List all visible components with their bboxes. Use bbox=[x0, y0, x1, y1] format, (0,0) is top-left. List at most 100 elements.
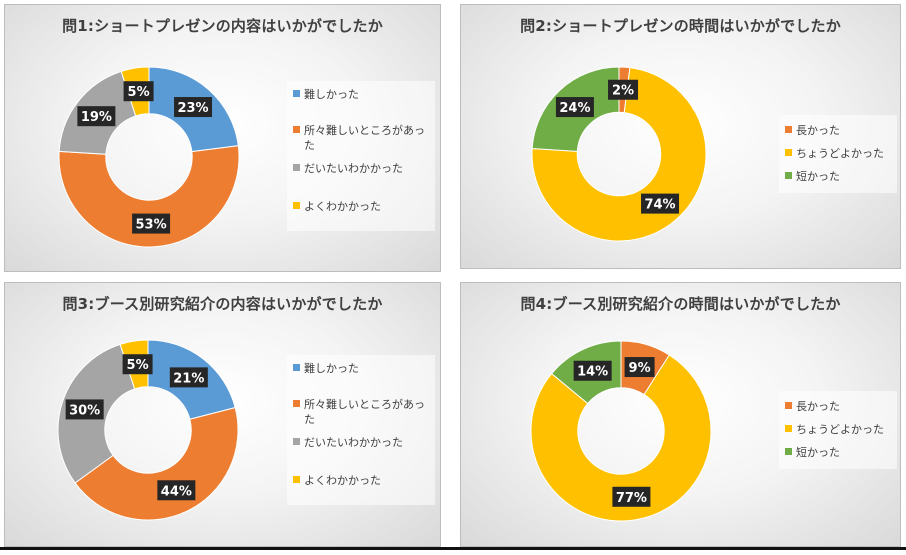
legend-label: 難しかった bbox=[304, 88, 359, 101]
data-label: 44% bbox=[157, 480, 196, 501]
legend-item: よくわかかった bbox=[293, 199, 433, 214]
data-label-text: 5% bbox=[127, 358, 149, 373]
chart-title: 問4:ブース別研究紹介の時間はいかがでしたか bbox=[520, 295, 841, 313]
legend-item: 短かった bbox=[785, 169, 895, 184]
legend-label: 長かった bbox=[796, 124, 840, 137]
data-label-text: 14% bbox=[577, 365, 608, 380]
bottom-divider bbox=[0, 547, 906, 550]
chart-legend: 難しかった 所々難しいところがあった だいたいわかかった よくわかかった bbox=[287, 355, 435, 505]
data-label-text: 53% bbox=[136, 218, 167, 233]
data-label: 9% bbox=[624, 357, 655, 378]
legend-swatch bbox=[785, 149, 792, 156]
data-label-box bbox=[608, 79, 639, 100]
data-label-box bbox=[132, 213, 171, 234]
legend-swatch bbox=[293, 476, 300, 483]
legend-item: だいたいわかかった bbox=[293, 161, 433, 176]
legend-label: 長かった bbox=[796, 400, 840, 413]
legend-swatch bbox=[293, 126, 300, 133]
legend-label: ちょうどよかった bbox=[796, 423, 884, 436]
donut-chart: 2% 74% 24% bbox=[531, 66, 707, 242]
legend-swatch bbox=[293, 400, 300, 407]
data-label: 53% bbox=[132, 213, 171, 234]
data-label-box bbox=[555, 97, 594, 118]
legend-label: よくわかかった bbox=[304, 200, 381, 213]
chart-legend: 長かった ちょうどよかった 短かった bbox=[779, 115, 897, 193]
legend-swatch bbox=[785, 448, 792, 455]
legend-label: 所々難しいところがあった bbox=[304, 398, 425, 426]
legend-label: 短かった bbox=[796, 446, 840, 459]
legend-item: ちょうどよかった bbox=[785, 146, 895, 161]
legend-swatch bbox=[293, 438, 300, 445]
legend-swatch bbox=[293, 164, 300, 171]
chart-panel-q3: 問3:ブース別研究紹介の内容はいかがでしたか 21% 44% 30% 5% 難しかった… bbox=[4, 282, 441, 547]
legend-label: だいたいわかかった bbox=[304, 436, 403, 449]
data-label: 23% bbox=[174, 97, 213, 118]
legend-item: 長かった bbox=[785, 123, 895, 138]
legend-swatch bbox=[293, 90, 300, 97]
data-label: 30% bbox=[65, 399, 104, 420]
data-label-text: 24% bbox=[559, 101, 590, 116]
chart-title: 問1:ショートプレゼンの内容はいかがでしたか bbox=[62, 17, 383, 35]
data-label: 77% bbox=[612, 486, 651, 507]
chart-panel-q1: 問1:ショートプレゼンの内容はいかがでしたか 23% 53% 19% 5% 難しかった… bbox=[4, 4, 441, 272]
data-label-box bbox=[624, 357, 655, 378]
data-label-text: 44% bbox=[161, 484, 192, 499]
legend-item: 難しかった bbox=[293, 361, 433, 376]
legend-item: 所々難しいところがあった bbox=[293, 123, 433, 153]
data-label-text: 9% bbox=[629, 361, 651, 376]
chart-panel-q4: 問4:ブース別研究紹介の時間はいかがでしたか 9% 77% 14% 長かった ちょう… bbox=[460, 282, 901, 547]
legend-swatch bbox=[293, 202, 300, 209]
legend-item: ちょうどよかった bbox=[785, 422, 895, 437]
data-label: 5% bbox=[123, 81, 154, 102]
legend-label: 難しかった bbox=[304, 362, 359, 375]
data-label-box bbox=[77, 106, 116, 127]
data-label-text: 74% bbox=[644, 198, 675, 213]
data-label-text: 2% bbox=[612, 84, 634, 99]
data-label-box bbox=[641, 193, 680, 214]
data-label: 14% bbox=[573, 360, 612, 381]
legend-swatch bbox=[785, 402, 792, 409]
legend-swatch bbox=[785, 126, 792, 133]
data-label: 2% bbox=[608, 79, 639, 100]
legend-label: 所々難しいところがあった bbox=[304, 124, 425, 152]
data-label: 74% bbox=[641, 193, 680, 214]
data-label-text: 23% bbox=[177, 101, 208, 116]
data-label: 19% bbox=[77, 106, 116, 127]
data-label-text: 21% bbox=[173, 371, 204, 386]
data-label-text: 19% bbox=[81, 110, 112, 125]
donut-slice bbox=[74, 407, 239, 521]
legend-item: 長かった bbox=[785, 399, 895, 414]
chart-title: 問3:ブース別研究紹介の内容はいかがでしたか bbox=[62, 295, 383, 313]
data-label: 5% bbox=[122, 354, 153, 375]
legend-item: 所々難しいところがあった bbox=[293, 397, 433, 427]
data-label-text: 77% bbox=[616, 491, 647, 506]
data-label-box bbox=[612, 486, 651, 507]
legend-label: ちょうどよかった bbox=[796, 147, 884, 160]
donut-chart: 9% 77% 14% bbox=[530, 340, 712, 522]
donut-slice bbox=[58, 145, 240, 248]
data-label-box bbox=[122, 354, 153, 375]
legend-swatch bbox=[293, 364, 300, 371]
data-label-box bbox=[174, 97, 213, 118]
chart-legend: 難しかった 所々難しいところがあった だいたいわかかった よくわかかった bbox=[287, 81, 435, 231]
legend-item: 難しかった bbox=[293, 87, 433, 102]
data-label-box bbox=[123, 81, 154, 102]
legend-swatch bbox=[785, 172, 792, 179]
data-label: 21% bbox=[169, 367, 208, 388]
data-label-text: 30% bbox=[69, 403, 100, 418]
legend-item: 短かった bbox=[785, 445, 895, 460]
data-label-text: 5% bbox=[128, 85, 150, 100]
donut-slice bbox=[530, 354, 712, 522]
legend-item: だいたいわかかった bbox=[293, 435, 433, 450]
legend-label: だいたいわかかった bbox=[304, 162, 403, 175]
legend-label: よくわかかった bbox=[304, 474, 381, 487]
data-label-box bbox=[169, 367, 208, 388]
data-label-box bbox=[157, 480, 196, 501]
data-label-box bbox=[65, 399, 104, 420]
data-label: 24% bbox=[555, 97, 594, 118]
chart-title: 問2:ショートプレゼンの時間はいかがでしたか bbox=[520, 17, 841, 35]
chart-legend: 長かった ちょうどよかった 短かった bbox=[779, 391, 897, 469]
legend-swatch bbox=[785, 425, 792, 432]
chart-panel-q2: 問2:ショートプレゼンの時間はいかがでしたか 2% 74% 24% 長かった ちょう… bbox=[460, 4, 901, 269]
legend-label: 短かった bbox=[796, 170, 840, 183]
